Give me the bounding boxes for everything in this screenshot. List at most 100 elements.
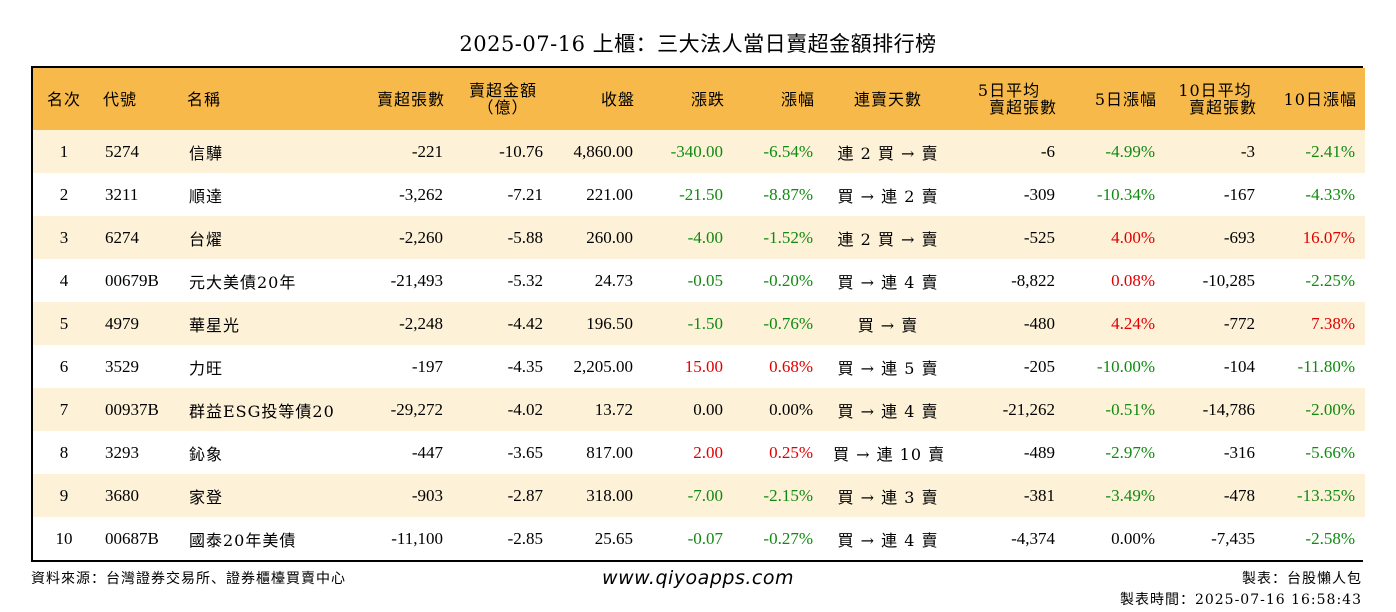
sell-shares-cell: -197 [411, 356, 443, 376]
code-cell: 3293 [105, 442, 139, 462]
avg5-cell: -6 [1040, 141, 1055, 161]
rank-cell: 2 [59, 184, 69, 204]
header-pct10: 10日漲幅 [1283, 89, 1357, 109]
pct10-cell: -2.00% [1305, 399, 1355, 419]
avg10-cell: -10,285 [1202, 270, 1255, 290]
name-cell: 順達 [189, 186, 224, 206]
name-cell: 鈊象 [189, 444, 224, 464]
avg10-cell: -14,786 [1202, 399, 1255, 419]
table-body: 1 5274 信驊 -221 -10.76 4,860.00 -340.00 -6.54% 連 … [33, 130, 1365, 560]
avg5-cell: -525 [1023, 227, 1055, 247]
close-cell: 24.73 [594, 270, 633, 290]
sell-amount-cell: -4.02 [507, 399, 543, 419]
sell-amount-cell: -4.35 [507, 356, 543, 376]
pct5-cell: -3.49% [1105, 485, 1155, 505]
sell-amount-cell: -10.76 [499, 141, 543, 161]
code-cell: 3211 [105, 184, 139, 204]
ranking-table: 名次 代號 名稱 賣超張數 賣超金額 （億） 收盤 漲跌 漲幅 連賣天數 5日平… [31, 66, 1365, 562]
header-pct: 漲幅 [780, 89, 815, 109]
sell-amount-cell: -5.88 [507, 227, 543, 247]
code-cell: 5274 [105, 141, 139, 161]
rank-cell: 4 [59, 270, 69, 290]
header-avg10-line2: 賣超張數 [1188, 98, 1257, 117]
close-cell: 196.50 [586, 313, 633, 333]
header-sell-amount-line1: 賣超金額 [468, 81, 537, 100]
avg5-cell: -21,262 [1002, 399, 1055, 419]
pct-cell: 0.25% [769, 442, 813, 462]
change-cell: -0.05 [687, 270, 723, 290]
code-cell: 6274 [105, 227, 139, 247]
close-cell: 25.65 [594, 528, 633, 548]
table-row: 8 3293 鈊象 -447 -3.65 817.00 2.00 0.25% 買 → 連 10 … [33, 431, 1365, 474]
rank-cell: 5 [59, 313, 69, 333]
pct10-cell: 16.07% [1302, 227, 1355, 247]
pct5-cell: 4.00% [1111, 227, 1155, 247]
header-avg5-line2: 賣超張數 [988, 98, 1057, 117]
header-sell-amount: 賣超金額 （億） [453, 68, 553, 130]
rank-cell: 7 [59, 399, 69, 419]
sell-shares-cell: -3,262 [399, 184, 443, 204]
table-row: 3 6274 台燿 -2,260 -5.88 260.00 -4.00 -1.52% 連 2 買… [33, 216, 1365, 259]
pct10-cell: -5.66% [1305, 442, 1355, 462]
pct-cell: 0.00% [769, 399, 813, 419]
streak-cell: 買 → 連 10 賣 [833, 444, 946, 464]
table-row: 1 5274 信驊 -221 -10.76 4,860.00 -340.00 -6.54% 連 … [33, 130, 1365, 173]
header-sell-amount-line2: （億） [477, 98, 529, 117]
pct5-cell: -4.99% [1105, 141, 1155, 161]
close-cell: 13.72 [594, 399, 633, 419]
streak-cell: 連 2 買 → 賣 [837, 143, 939, 163]
pct10-cell: -2.25% [1305, 270, 1355, 290]
sell-amount-cell: -7.21 [507, 184, 543, 204]
pct-cell: -8.87% [763, 184, 813, 204]
header-pct5: 5日漲幅 [1094, 89, 1157, 109]
name-cell: 華星光 [189, 315, 241, 335]
avg5-cell: -480 [1023, 313, 1055, 333]
rank-cell: 6 [59, 356, 69, 376]
table-header-row: 名次 代號 名稱 賣超張數 賣超金額 （億） 收盤 漲跌 漲幅 連賣天數 5日平… [33, 68, 1365, 130]
sell-shares-cell: -2,248 [399, 313, 443, 333]
sell-shares-cell: -221 [411, 141, 443, 161]
pct5-cell: -10.00% [1096, 356, 1155, 376]
change-cell: 0.00 [693, 399, 723, 419]
code-cell: 3680 [105, 485, 139, 505]
table-maker: 製表：台股懶人包 [1242, 571, 1362, 587]
sell-amount-cell: -5.32 [507, 270, 543, 290]
made-time: 製表時間：2025-07-16 16:58:43 [1119, 592, 1362, 608]
close-cell: 4,860.00 [573, 141, 634, 161]
name-cell: 家登 [189, 487, 224, 507]
avg10-cell: -693 [1223, 227, 1255, 247]
avg10-cell: -316 [1223, 442, 1255, 462]
change-cell: -1.50 [687, 313, 723, 333]
website-link[interactable]: www.qiyoapps.com [602, 567, 794, 589]
table-row: 6 3529 力旺 -197 -4.35 2,205.00 15.00 0.68% 買 → 連 … [33, 345, 1365, 388]
name-cell: 力旺 [189, 358, 224, 378]
pct-cell: -1.52% [763, 227, 813, 247]
table-row: 5 4979 華星光 -2,248 -4.42 196.50 -1.50 -0.76% 買 → … [33, 302, 1365, 345]
pct-cell: -0.20% [763, 270, 813, 290]
header-avg5: 5日平均 賣超張數 [953, 68, 1065, 130]
rank-cell: 9 [59, 485, 69, 505]
pct5-cell: 0.00% [1111, 528, 1155, 548]
header-rank: 名次 [46, 89, 81, 109]
header-close: 收盤 [600, 89, 635, 109]
header-name: 名稱 [187, 89, 222, 109]
header-code: 代號 [103, 89, 138, 109]
pct10-cell: -4.33% [1305, 184, 1355, 204]
code-cell: 00679B [105, 270, 159, 290]
streak-cell: 買 → 連 4 賣 [837, 530, 939, 550]
sell-shares-cell: -2,260 [399, 227, 443, 247]
header-streak: 連賣天數 [853, 89, 922, 109]
sell-amount-cell: -3.65 [507, 442, 543, 462]
table-row: 9 3680 家登 -903 -2.87 318.00 -7.00 -2.15% 買 → 連 3… [33, 474, 1365, 517]
pct5-cell: 0.08% [1111, 270, 1155, 290]
avg10-cell: -772 [1223, 313, 1255, 333]
name-cell: 國泰20年美債 [189, 530, 297, 550]
sell-shares-cell: -447 [411, 442, 443, 462]
avg5-cell: -4,374 [1011, 528, 1055, 548]
name-cell: 信驊 [189, 143, 224, 163]
change-cell: -4.00 [687, 227, 723, 247]
header-avg10-line1: 10日平均 [1178, 81, 1252, 100]
change-cell: -21.50 [679, 184, 723, 204]
streak-cell: 買 → 連 2 賣 [837, 186, 939, 206]
pct-cell: -0.27% [763, 528, 813, 548]
